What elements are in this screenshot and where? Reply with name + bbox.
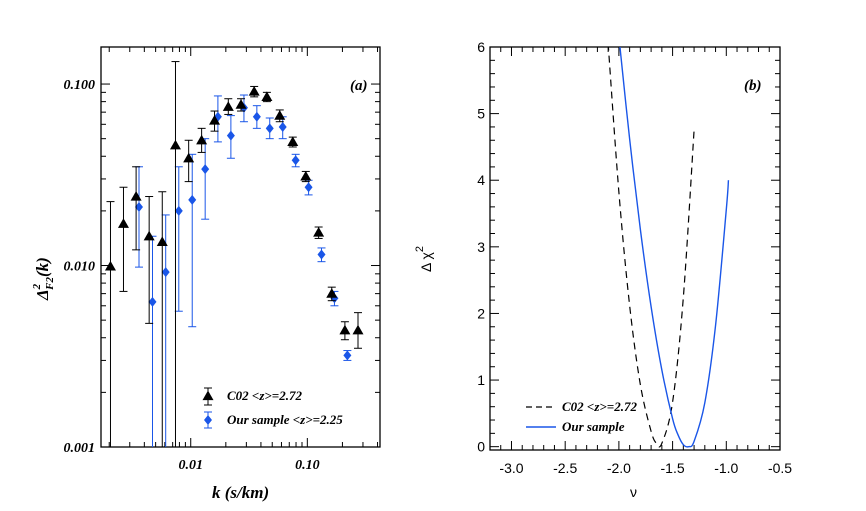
ylabel-b-main: Δ χ bbox=[418, 252, 434, 272]
legend-a-triangle bbox=[202, 390, 214, 401]
data-point-triangle bbox=[143, 230, 155, 241]
panel-a-frame bbox=[100, 46, 381, 448]
panel-a-x-tick-labels: 0.01 0.10 bbox=[178, 458, 319, 473]
panel-b-ticks bbox=[489, 46, 781, 450]
data-point-triangle bbox=[117, 218, 129, 228]
panel-a: 0.01 0.10 0.001 0.010 0.100 (a) k (s/km) Δ2… bbox=[31, 46, 381, 502]
data-point-diamond bbox=[265, 123, 274, 134]
data-point-diamond bbox=[174, 205, 183, 216]
y-tick-label: 0.010 bbox=[64, 260, 96, 275]
data-point-triangle bbox=[222, 101, 234, 111]
series-our-sample bbox=[134, 94, 352, 447]
data-point-triangle bbox=[326, 288, 338, 298]
panel-b-frame bbox=[489, 46, 781, 451]
y-tick-label: 2 bbox=[477, 305, 485, 321]
legend-a-diamond bbox=[204, 415, 212, 425]
legend-a-c02: C02 <z>=2.72 bbox=[227, 388, 302, 403]
data-point-diamond bbox=[252, 111, 261, 122]
data-point-triangle bbox=[261, 91, 273, 101]
legend-a-our-sample: Our sample <z>=2.25 bbox=[227, 412, 343, 427]
legend-b-c02: C02 <z>=2.72 bbox=[562, 399, 637, 414]
data-point-triangle bbox=[183, 152, 195, 163]
panel-a-x-axis-label: k (s/km) bbox=[212, 483, 269, 502]
y-tick-label: 0 bbox=[477, 439, 485, 455]
x-tick-label: -0.5 bbox=[768, 460, 792, 476]
y-tick-label: 3 bbox=[477, 239, 485, 255]
y-tick-label: 6 bbox=[477, 39, 485, 55]
ylabel-b-sup: 2 bbox=[414, 246, 426, 252]
data-point-triangle bbox=[274, 110, 286, 120]
x-tick-label: 0.10 bbox=[295, 458, 320, 473]
panel-a-ticks bbox=[101, 47, 380, 448]
data-point-triangle bbox=[287, 136, 299, 147]
data-point-triangle bbox=[313, 227, 325, 237]
data-point-triangle bbox=[248, 85, 260, 96]
data-point-diamond bbox=[148, 296, 157, 307]
panel-a-y-axis-label: Δ2F2(k) bbox=[31, 257, 56, 301]
data-point-diamond bbox=[134, 202, 143, 213]
y-tick-label: 4 bbox=[477, 172, 485, 188]
data-point-triangle bbox=[352, 324, 364, 335]
legend-b-our-sample: Our sample bbox=[562, 419, 625, 434]
x-tick-label: -3.0 bbox=[499, 460, 523, 476]
data-point-diamond bbox=[278, 121, 287, 132]
ylabel-delta: Δ bbox=[33, 289, 52, 301]
x-tick-label: 0.01 bbox=[178, 458, 203, 473]
panel-b-curves bbox=[607, 47, 730, 448]
data-point-triangle bbox=[130, 191, 142, 201]
data-point-triangle bbox=[156, 236, 168, 246]
data-point-triangle bbox=[104, 260, 116, 271]
data-point-diamond bbox=[226, 130, 235, 141]
data-point-triangle bbox=[300, 170, 312, 181]
x-tick-label: -1.0 bbox=[714, 460, 738, 476]
data-point-triangle bbox=[196, 134, 208, 145]
data-point-diamond bbox=[291, 155, 300, 166]
panel-b-y-tick-labels: 0 1 2 3 4 5 6 bbox=[477, 39, 485, 455]
svg-text:Δ χ2: Δ χ2 bbox=[414, 246, 434, 272]
curve-c02-dashed bbox=[607, 47, 695, 448]
data-point-diamond bbox=[201, 164, 210, 175]
data-point-triangle bbox=[209, 114, 221, 125]
data-point-diamond bbox=[161, 267, 170, 278]
panel-a-y-tick-labels: 0.001 0.010 0.100 bbox=[64, 78, 96, 456]
panel-a-marks bbox=[104, 61, 364, 447]
data-point-diamond bbox=[343, 350, 352, 361]
y-tick-label: 1 bbox=[477, 372, 485, 388]
panel-b-x-tick-labels: -3.0 -2.5 -2.0 -1.5 -1.0 -0.5 bbox=[499, 460, 792, 476]
panel-b-y-axis-label: Δ χ2 bbox=[414, 246, 434, 272]
x-tick-label: -2.5 bbox=[553, 460, 577, 476]
data-point-diamond bbox=[317, 249, 326, 260]
data-point-diamond bbox=[188, 194, 197, 205]
y-tick-label: 0.001 bbox=[64, 441, 96, 456]
panel-b-x-axis-label: ν bbox=[630, 484, 637, 500]
data-point-triangle bbox=[169, 139, 181, 150]
x-tick-label: -2.0 bbox=[607, 460, 631, 476]
panel-b: -3.0 -2.5 -2.0 -1.5 -1.0 -0.5 0 1 2 3 4 5 6 (b) ν Δ… bbox=[414, 39, 792, 500]
y-tick-label: 5 bbox=[477, 106, 485, 122]
panel-a-legend: C02 <z>=2.72 Our sample <z>=2.25 bbox=[202, 387, 343, 429]
svg-text:Δ2F2(k): Δ2F2(k) bbox=[31, 257, 56, 301]
panel-a-label: (a) bbox=[350, 78, 368, 94]
y-tick-label: 0.100 bbox=[64, 78, 96, 93]
ylabel-tail: (k) bbox=[33, 257, 52, 277]
data-point-triangle bbox=[339, 324, 351, 335]
panel-b-label: (b) bbox=[744, 78, 762, 94]
ylabel-sub: F2 bbox=[44, 276, 56, 290]
series-c02 bbox=[104, 61, 364, 447]
panel-b-legend: C02 <z>=2.72 Our sample bbox=[526, 399, 637, 434]
ylabel-sup: 2 bbox=[31, 283, 43, 290]
data-point-diamond bbox=[304, 182, 313, 193]
x-tick-label: -1.5 bbox=[661, 460, 685, 476]
data-point-triangle bbox=[235, 99, 247, 109]
curve-our-sample bbox=[619, 47, 730, 448]
